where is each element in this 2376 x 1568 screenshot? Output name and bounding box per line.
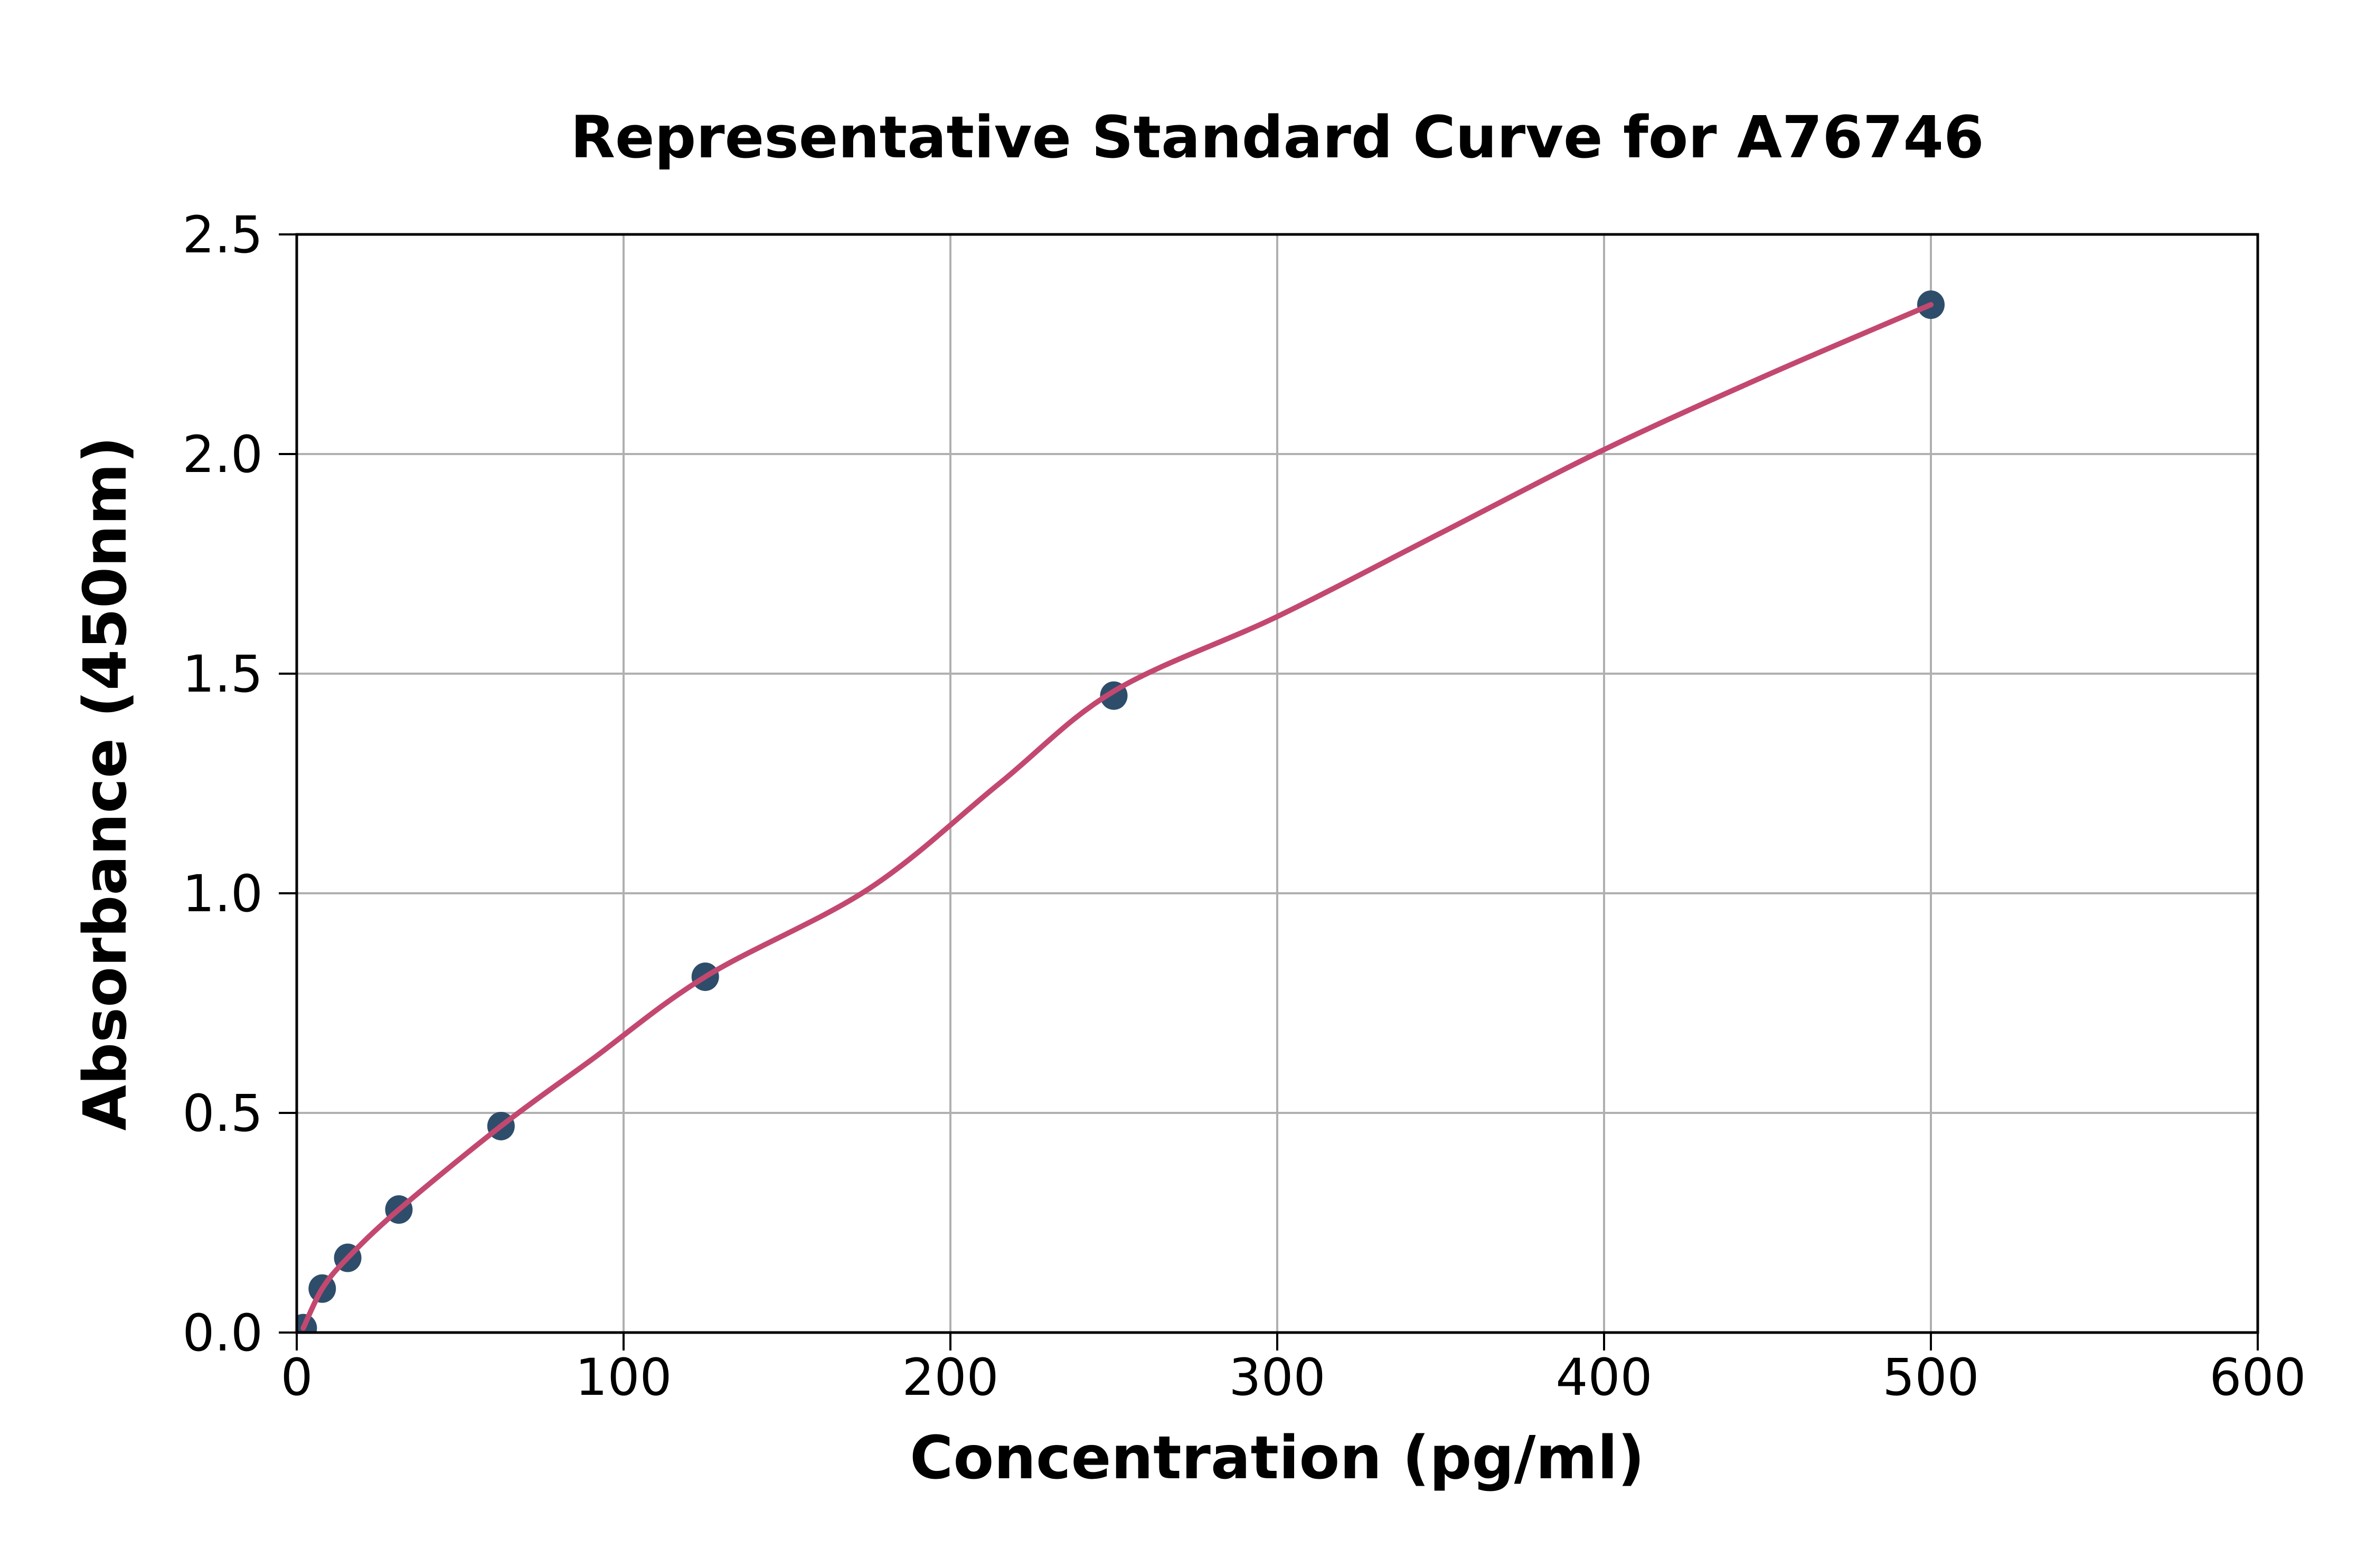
fit-curve-path	[300, 302, 1934, 1331]
x-tick-label: 600	[2209, 1348, 2306, 1407]
y-tick-label: 1.0	[182, 864, 263, 923]
x-tick-label: 500	[1882, 1348, 1979, 1407]
x-tick-label: 100	[575, 1348, 672, 1407]
y-axis-label: Absorbance (450nm)	[71, 436, 140, 1130]
y-tick-label: 1.5	[182, 645, 263, 704]
y-tick-label: 2.0	[182, 425, 263, 484]
grid-layer	[297, 234, 2258, 1333]
y-tick-label: 0.0	[182, 1303, 263, 1363]
x-tick-label: 300	[1229, 1348, 1325, 1407]
y-tick-label: 2.5	[182, 205, 263, 265]
x-tick-label: 400	[1555, 1348, 1652, 1407]
tick-layer: 0 100 200 300 400 500 600 0.0 0.5 1.0 1.5 2.0 2.5	[182, 205, 2306, 1407]
data-layer	[297, 290, 1945, 1333]
x-axis-label: Concentration (pg/ml)	[910, 1424, 1645, 1493]
x-tick-label: 200	[902, 1348, 998, 1407]
y-tick-label: 0.5	[182, 1084, 263, 1143]
chart-title: Representative Standard Curve for A76746	[570, 103, 1984, 171]
x-tick-label: 0	[280, 1348, 313, 1407]
